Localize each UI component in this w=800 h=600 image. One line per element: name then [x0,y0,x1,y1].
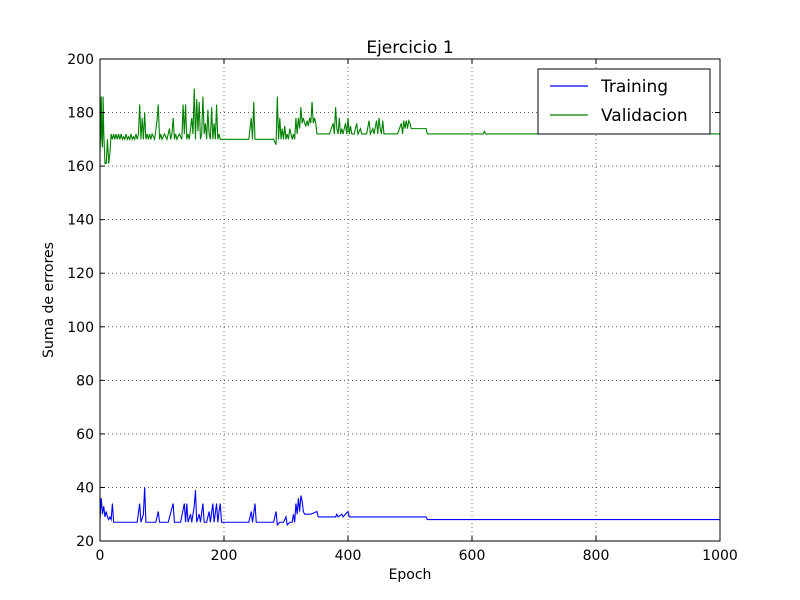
y-tick-label: 140 [67,213,94,229]
series-line-training [100,487,720,527]
x-tick-label: 200 [211,548,238,564]
y-tick-label: 40 [76,480,94,496]
chart-title: Ejercicio 1 [366,38,453,58]
plot-frame [99,58,721,542]
x-tick-label: 0 [96,548,105,564]
y-tick-label: 200 [67,52,94,68]
x-tick-label: 1000 [702,548,738,564]
y-axis-title: Suma de errores [41,242,57,358]
x-tick-label: 400 [335,548,362,564]
y-tick-label: 160 [67,159,94,175]
y-tick-label: 100 [67,320,94,336]
x-axis: 0 200 400 600 800 1000 [96,59,738,564]
y-axis: 20 40 60 80 100 120 140 160 180 200 [67,52,720,550]
x-tick-label: 800 [583,548,610,564]
y-tick-label: 60 [76,427,94,443]
legend-label-validacion: Validacion [601,106,688,126]
x-tick-label: 600 [459,548,486,564]
legend: Training Validacion [537,68,711,135]
series-line-validacion [100,88,720,164]
x-axis-title: Epoch [389,567,432,583]
legend-label-training: Training [600,77,668,97]
y-tick-label: 20 [76,534,94,550]
y-tick-label: 80 [76,373,94,389]
y-tick-label: 120 [67,266,94,282]
y-tick-label: 180 [67,106,94,122]
series-layer [100,88,720,527]
legend-box [537,68,711,135]
